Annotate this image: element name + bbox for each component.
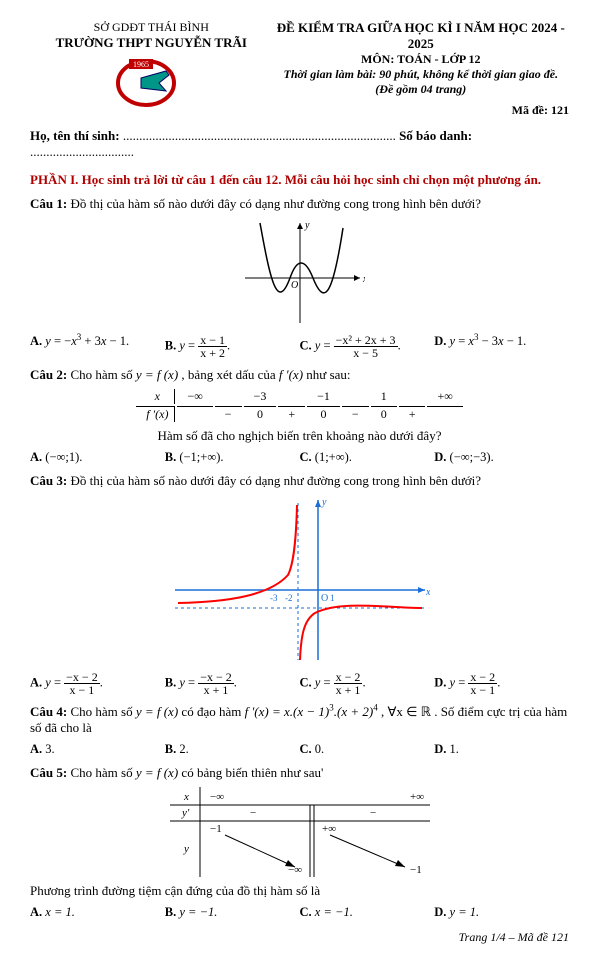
svg-text:−: − <box>370 807 376 819</box>
q4-text-mid1: có đạo hàm <box>181 704 244 719</box>
q5-label: Câu 5: <box>30 765 67 780</box>
q1-choice-c: C. y = −x² + 2x + 3x − 5. <box>300 334 435 359</box>
q2-sign-table: x −∞ −3 −1 1 +∞ f ′(x) − 0 + 0 − 0 + <box>134 387 465 424</box>
q3-choice-c: C. y = x − 2x + 1. <box>300 671 435 696</box>
svg-text:+∞: +∞ <box>322 823 336 835</box>
svg-text:x: x <box>183 791 189 803</box>
question-2: Câu 2: Cho hàm số y = f (x) , bảng xét d… <box>30 367 569 465</box>
svg-text:−1: −1 <box>210 823 222 835</box>
svg-text:y: y <box>321 497 327 508</box>
q5-choice-d: D. y = 1. <box>434 905 569 920</box>
q2-text-mid: , bảng xét dấu của <box>181 367 278 382</box>
q5-eq: y = f (x) <box>136 765 178 780</box>
svg-text:1: 1 <box>330 593 335 603</box>
q3-choice-a: A. y = −x − 2x − 1. <box>30 671 165 696</box>
q3-text: Đồ thị của hàm số nào dưới đây có dạng n… <box>70 473 481 488</box>
q2-eq: y = f (x) <box>136 367 178 382</box>
q2-text-pre: Cho hàm số <box>70 367 135 382</box>
svg-text:−: − <box>250 807 256 819</box>
q2-choice-d: D. (−∞;−3). <box>434 450 569 465</box>
page-footer: Trang 1/4 – Mã đề 121 <box>30 930 569 945</box>
svg-text:y′: y′ <box>181 807 190 819</box>
question-1: Câu 1: Đồ thị của hàm số nào dưới đây có… <box>30 196 569 359</box>
q4-choice-d: D. 1. <box>434 742 569 757</box>
q1-text: Đồ thị của hàm số nào dưới đây có dạng n… <box>70 196 481 211</box>
q4-text-pre: Cho hàm số <box>70 704 135 719</box>
q4-eq1: y = f (x) <box>136 704 178 719</box>
section1-title: PHẦN I. Học sinh trả lời từ câu 1 đến câ… <box>30 172 569 188</box>
q3-graph: x y O -3 -2 1 <box>30 495 569 665</box>
question-4: Câu 4: Cho hàm số y = f (x) có đạo hàm f… <box>30 704 569 757</box>
svg-text:-2: -2 <box>285 593 293 603</box>
svg-text:y: y <box>304 220 310 231</box>
q2-text-post: như sau: <box>306 367 350 382</box>
q5-choice-b: B. y = −1. <box>165 905 300 920</box>
header-right: ĐỀ KIỂM TRA GIỮA HỌC KÌ I NĂM HỌC 2024 -… <box>273 20 569 118</box>
q5-choice-a: A. x = 1. <box>30 905 165 920</box>
q1-graph: x y O <box>30 218 569 328</box>
q2-choice-c: C. (1;+∞). <box>300 450 435 465</box>
header-left: SỞ GDĐT THÁI BÌNH TRƯỜNG THPT NGUYỄN TRÃ… <box>30 20 273 118</box>
exam-code: Mã đề: 121 <box>273 103 569 118</box>
q3-choices: A. y = −x − 2x − 1. B. y = −x − 2x + 1. … <box>30 671 569 696</box>
svg-text:-3: -3 <box>270 593 278 603</box>
q2-subtext: Hàm số đã cho nghịch biến trên khoảng nà… <box>30 428 569 444</box>
q3-choice-b: B. y = −x − 2x + 1. <box>165 671 300 696</box>
school-logo: 1965 <box>30 53 273 108</box>
q2-choice-b: B. (−1;+∞). <box>165 450 300 465</box>
q3-label: Câu 3: <box>30 473 67 488</box>
q5-subtext: Phương trình đường tiệm cận đứng của đồ … <box>30 883 569 899</box>
svg-text:+∞: +∞ <box>410 791 424 803</box>
q4-choice-c: C. 0. <box>300 742 435 757</box>
subject: MÔN: TOÁN - LỚP 12 <box>273 52 569 67</box>
q4-eq2a: f ′(x) = x.(x − 1) <box>245 704 330 719</box>
q2-eq2: f ′(x) <box>279 367 303 382</box>
q1-choices: A. y = −x3 + 3x − 1. B. y = x − 1x + 2. … <box>30 334 569 359</box>
header: SỞ GDĐT THÁI BÌNH TRƯỜNG THPT NGUYỄN TRÃ… <box>30 20 569 118</box>
candidate-info: Họ, tên thí sinh: ......................… <box>30 128 569 160</box>
exam-title: ĐỀ KIỂM TRA GIỮA HỌC KÌ I NĂM HỌC 2024 -… <box>273 20 569 52</box>
svg-text:x: x <box>362 274 365 285</box>
q1-choice-d: D. y = x3 − 3x − 1. <box>434 334 569 359</box>
q1-label: Câu 1: <box>30 196 67 211</box>
q4-label: Câu 4: <box>30 704 67 719</box>
svg-text:−1: −1 <box>410 864 422 876</box>
svg-text:x: x <box>425 587 430 598</box>
id-fill: ................................ <box>30 144 134 159</box>
logo-year-text: 1965 <box>133 60 149 69</box>
q1-choice-b: B. y = x − 1x + 2. <box>165 334 300 359</box>
q2-label: Câu 2: <box>30 367 67 382</box>
q5-choice-c: C. x = −1. <box>300 905 435 920</box>
q2-choice-a: A. (−∞;1). <box>30 450 165 465</box>
question-3: Câu 3: Đồ thị của hàm số nào dưới đây có… <box>30 473 569 696</box>
q4-choices: A. 3. B. 2. C. 0. D. 1. <box>30 742 569 757</box>
q5-text-post: có bảng biến thiên như sau' <box>181 765 323 780</box>
duration: Thời gian làm bài: 90 phút, không kể thờ… <box>273 67 569 82</box>
svg-text:−∞: −∞ <box>210 791 224 803</box>
q4-choice-b: B. 2. <box>165 742 300 757</box>
q5-text-pre: Cho hàm số <box>70 765 135 780</box>
q1-choice-a: A. y = −x3 + 3x − 1. <box>30 334 165 359</box>
q5-choices: A. x = 1. B. y = −1. C. x = −1. D. y = 1… <box>30 905 569 920</box>
q3-choice-d: D. y = x − 2x − 1. <box>434 671 569 696</box>
q5-variation-table: x y′ y −∞ +∞ − − −1 +∞ −∞ −1 <box>30 787 569 877</box>
svg-text:y: y <box>183 843 189 855</box>
pages: (Đề gồm 04 trang) <box>273 82 569 97</box>
id-label: Số báo danh: <box>399 128 472 143</box>
name-label: Họ, tên thí sinh: <box>30 128 120 143</box>
q2-choices: A. (−∞;1). B. (−1;+∞). C. (1;+∞). D. (−∞… <box>30 450 569 465</box>
department: SỞ GDĐT THÁI BÌNH <box>30 20 273 35</box>
svg-text:O: O <box>321 593 328 604</box>
name-fill: ........................................… <box>123 128 396 143</box>
origin-label: O <box>291 280 298 291</box>
school-name: TRƯỜNG THPT NGUYỄN TRÃI <box>30 35 273 51</box>
q4-choice-a: A. 3. <box>30 742 165 757</box>
